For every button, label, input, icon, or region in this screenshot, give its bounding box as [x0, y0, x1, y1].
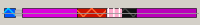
Bar: [4, 8, 15, 17]
Bar: [136, 8, 196, 17]
Bar: [77, 8, 106, 17]
Bar: [15, 10, 22, 16]
Bar: [122, 8, 136, 17]
Bar: [22, 8, 77, 17]
Bar: [122, 8, 136, 17]
Bar: [77, 8, 106, 17]
Bar: [106, 8, 122, 17]
Bar: [4, 8, 15, 17]
Bar: [106, 8, 122, 17]
